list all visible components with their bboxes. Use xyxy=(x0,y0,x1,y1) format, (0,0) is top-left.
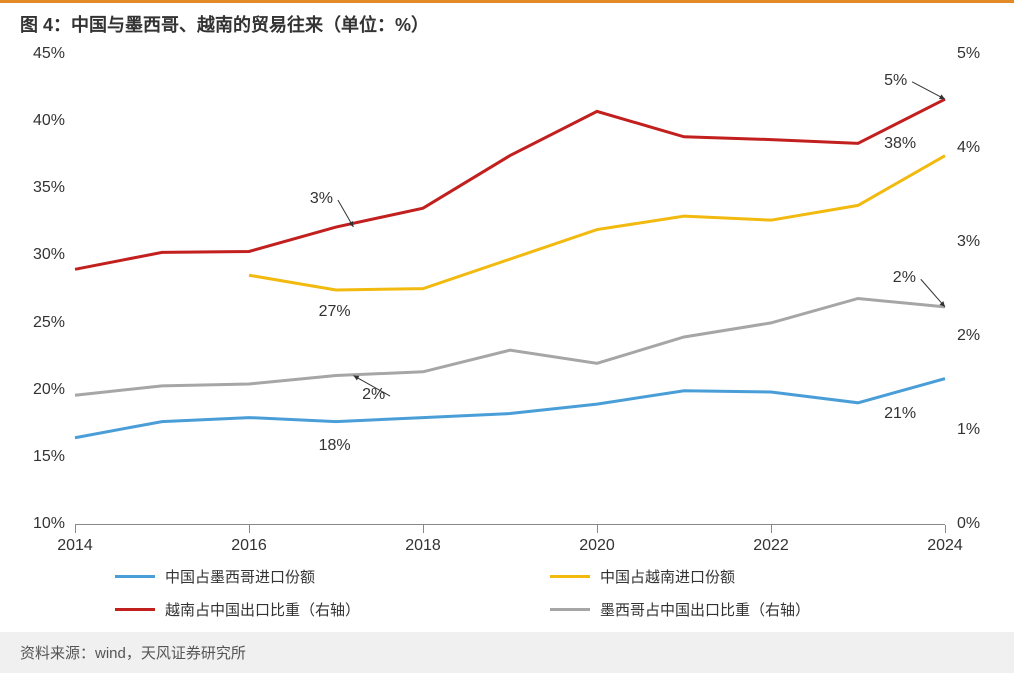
legend-item: 中国占越南进口份额 xyxy=(510,560,945,593)
legend-swatch xyxy=(550,575,590,578)
legend-label: 越南占中国出口比重（右轴） xyxy=(165,599,360,620)
series-line xyxy=(75,298,945,395)
data-annotation: 27% xyxy=(319,303,351,321)
x-tick-label: 2020 xyxy=(567,537,627,555)
x-tick xyxy=(75,525,76,533)
y-left-tick-label: 40% xyxy=(15,112,65,130)
y-right-tick-label: 3% xyxy=(957,233,1007,251)
source-text: 资料来源：wind，天风证券研究所 xyxy=(0,632,1014,673)
x-tick-label: 2018 xyxy=(393,537,453,555)
y-left-tick-label: 45% xyxy=(15,45,65,63)
data-annotation: 3% xyxy=(310,190,333,208)
y-right-tick-label: 5% xyxy=(957,45,1007,63)
y-left-tick-label: 25% xyxy=(15,314,65,332)
legend-label: 中国占墨西哥进口份额 xyxy=(165,566,315,587)
y-left-tick-label: 15% xyxy=(15,448,65,466)
data-annotation: 38% xyxy=(884,135,916,153)
y-left-tick-label: 20% xyxy=(15,381,65,399)
chart-title: 图 4：中国与墨西哥、越南的贸易往来（单位：%） xyxy=(20,15,429,35)
y-right-tick-label: 4% xyxy=(957,139,1007,157)
x-tick-label: 2022 xyxy=(741,537,801,555)
data-annotation: 2% xyxy=(362,386,385,404)
x-tick xyxy=(945,525,946,533)
annotation-arrow xyxy=(912,82,945,99)
line-canvas xyxy=(75,55,945,525)
legend-item: 中国占墨西哥进口份额 xyxy=(75,560,510,593)
series-line xyxy=(75,99,945,269)
legend-item: 墨西哥占中国出口比重（右轴） xyxy=(510,593,945,626)
data-annotation: 18% xyxy=(319,437,351,455)
x-tick-label: 2024 xyxy=(915,537,975,555)
legend-item: 越南占中国出口比重（右轴） xyxy=(75,593,510,626)
data-annotation: 21% xyxy=(884,405,916,423)
legend-label: 墨西哥占中国出口比重（右轴） xyxy=(600,599,810,620)
y-right-tick-label: 1% xyxy=(957,421,1007,439)
chart-container: 图 4：中国与墨西哥、越南的贸易往来（单位：%） 10% 15% 20% 25% 30%… xyxy=(0,0,1014,673)
legend-swatch xyxy=(115,575,155,578)
x-tick xyxy=(249,525,250,533)
legend-swatch xyxy=(115,608,155,611)
legend-swatch xyxy=(550,608,590,611)
y-right-tick-label: 2% xyxy=(957,327,1007,345)
x-tick xyxy=(771,525,772,533)
x-tick-label: 2016 xyxy=(219,537,279,555)
data-annotation: 5% xyxy=(884,72,907,90)
y-right-tick-label: 0% xyxy=(957,515,1007,533)
x-tick-label: 2014 xyxy=(45,537,105,555)
x-tick xyxy=(597,525,598,533)
y-left-tick-label: 30% xyxy=(15,246,65,264)
data-annotation: 2% xyxy=(893,269,916,287)
x-tick xyxy=(423,525,424,533)
series-line xyxy=(75,379,945,438)
annotation-arrow xyxy=(921,279,945,307)
y-left-tick-label: 10% xyxy=(15,515,65,533)
y-left-tick-label: 35% xyxy=(15,179,65,197)
title-bar: 图 4：中国与墨西哥、越南的贸易往来（单位：%） xyxy=(0,0,1014,45)
legend: 中国占墨西哥进口份额 中国占越南进口份额越南占中国出口比重（右轴） 墨西哥占中国出口… xyxy=(75,560,945,626)
plot-area: 10%15%20%25%30%35%40%45%0%1%2%3%4%5%2014… xyxy=(75,55,945,525)
legend-label: 中国占越南进口份额 xyxy=(600,566,735,587)
